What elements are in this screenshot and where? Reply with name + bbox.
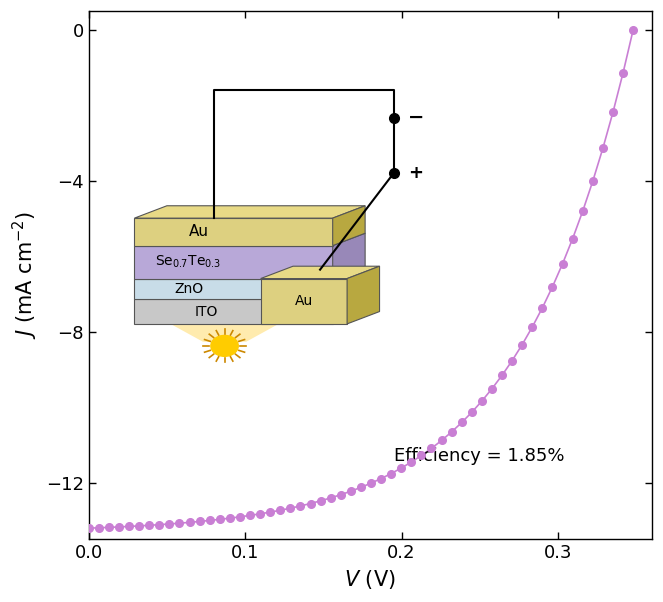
X-axis label: $V$ (V): $V$ (V) xyxy=(345,568,396,591)
Y-axis label: $J$ (mA cm$^{-2}$): $J$ (mA cm$^{-2}$) xyxy=(11,211,40,340)
Text: Efficiency = 1.85%: Efficiency = 1.85% xyxy=(394,447,564,465)
